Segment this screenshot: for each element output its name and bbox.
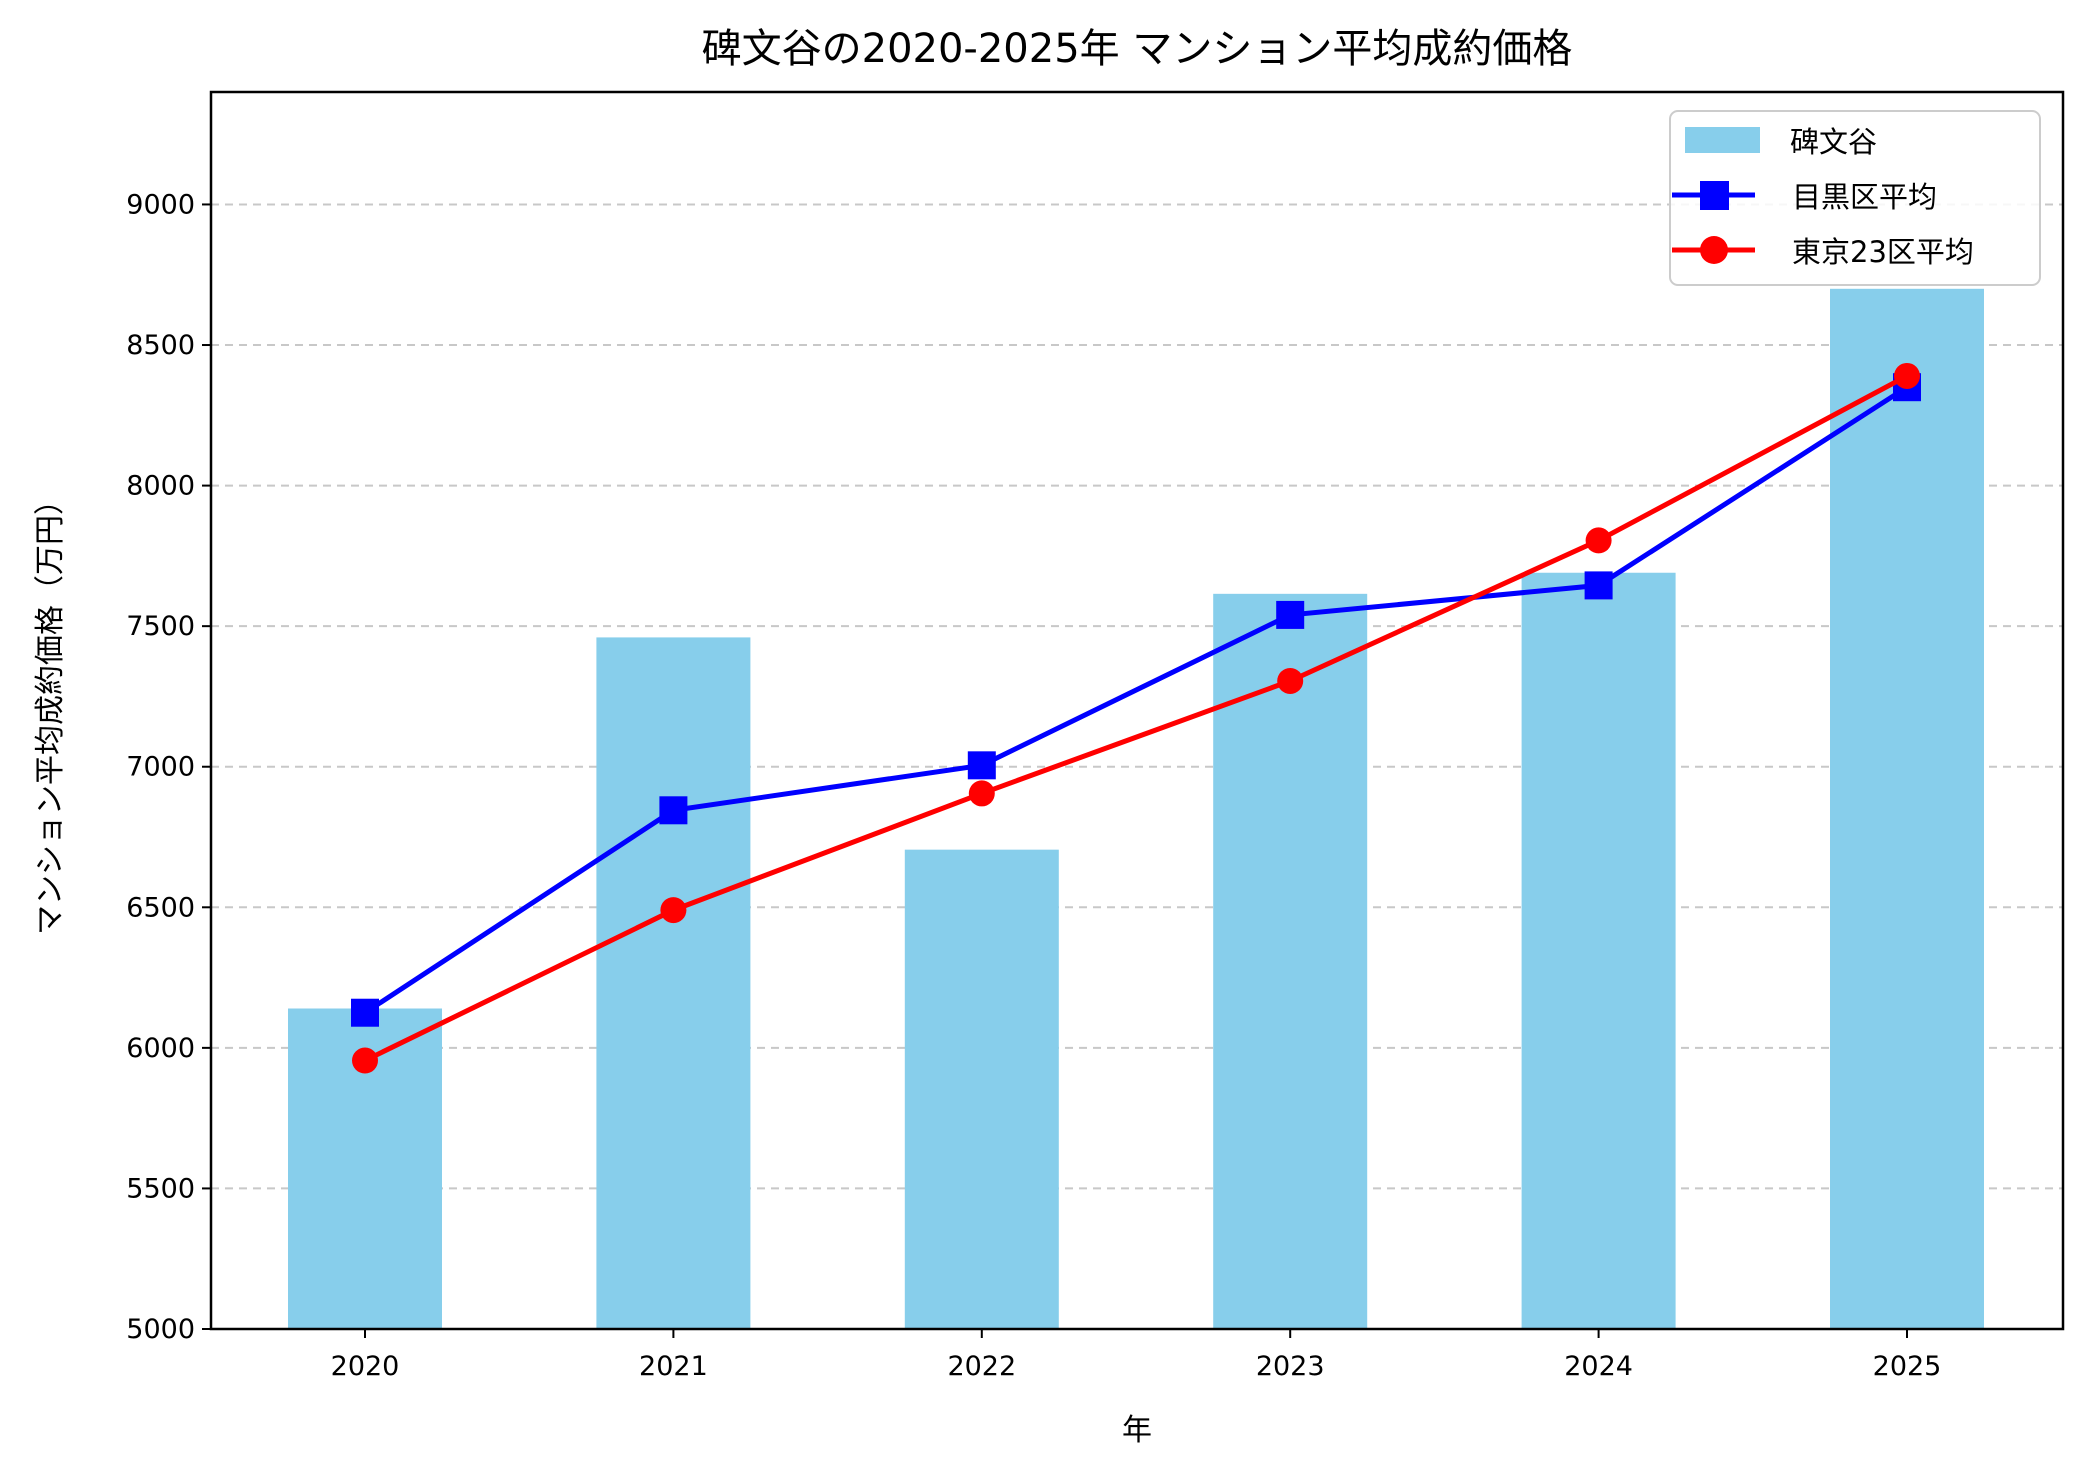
- bar-2023: [1213, 593, 1368, 1329]
- lines: [351, 362, 1921, 1074]
- point-circle: [1894, 362, 1920, 389]
- y-axis: 5000 5500 6000 6500 7000 7500 8000 8500 9000: [126, 189, 211, 1345]
- point-square: [1276, 600, 1305, 629]
- legend: 碑文谷 目黒区平均 東京23区平均: [1669, 110, 2041, 286]
- bars: [288, 288, 1984, 1330]
- bar-2024: [1521, 572, 1676, 1329]
- legend-box: [1669, 110, 2041, 286]
- legend-label-blue: 目黒区平均: [1792, 180, 1937, 214]
- x-tick-label: 2024: [1564, 1351, 1633, 1382]
- legend-marker-circle: [1700, 236, 1728, 264]
- y-tick-label: 6500: [126, 892, 195, 923]
- legend-marker-square: [1700, 181, 1729, 210]
- x-axis-label: 年: [1122, 1413, 1152, 1448]
- bar-2022: [904, 849, 1059, 1329]
- x-axis: 2020 2021 2022 2023 2024 2025: [331, 1329, 1942, 1382]
- point-square: [351, 998, 379, 1027]
- chart-title: 碑文谷の2020-2025年 マンション平均成約価格: [702, 26, 1573, 72]
- y-tick-label: 7000: [126, 752, 195, 783]
- legend-label-bar: 碑文谷: [1790, 125, 1877, 159]
- y-tick-label: 5000: [126, 1314, 195, 1345]
- point-circle: [968, 780, 995, 807]
- point-circle: [1585, 527, 1612, 554]
- y-tick-label: 5500: [126, 1173, 195, 1204]
- x-tick-label: 2020: [331, 1351, 400, 1382]
- line-square: [363, 385, 1909, 1015]
- y-tick-label: 8000: [126, 471, 195, 502]
- x-tick-label: 2023: [1256, 1351, 1325, 1382]
- y-tick-label: 9000: [126, 189, 195, 220]
- line-circle: [363, 373, 1909, 1063]
- point-circle: [660, 897, 687, 924]
- x-tick-label: 2022: [947, 1351, 1016, 1382]
- point-circle: [352, 1047, 378, 1074]
- point-circle: [1277, 667, 1304, 694]
- x-tick-label: 2021: [639, 1351, 708, 1382]
- y-tick-label: 8500: [126, 330, 195, 361]
- point-square: [967, 751, 996, 780]
- y-axis-label: マンション平均成約価格（万円）: [33, 485, 68, 935]
- point-square: [659, 796, 688, 825]
- y-tick-label: 7500: [126, 611, 195, 642]
- y-tick-label: 6000: [126, 1033, 195, 1064]
- point-square: [1584, 571, 1613, 600]
- grid: [211, 203, 2063, 1190]
- bar-2025: [1830, 288, 1984, 1330]
- legend-swatch-bar: [1685, 127, 1760, 153]
- legend-label-red: 東京23区平均: [1792, 235, 1974, 269]
- bar-2021: [596, 637, 751, 1329]
- x-tick-label: 2025: [1873, 1351, 1942, 1382]
- plot-frame: [209, 90, 2065, 1331]
